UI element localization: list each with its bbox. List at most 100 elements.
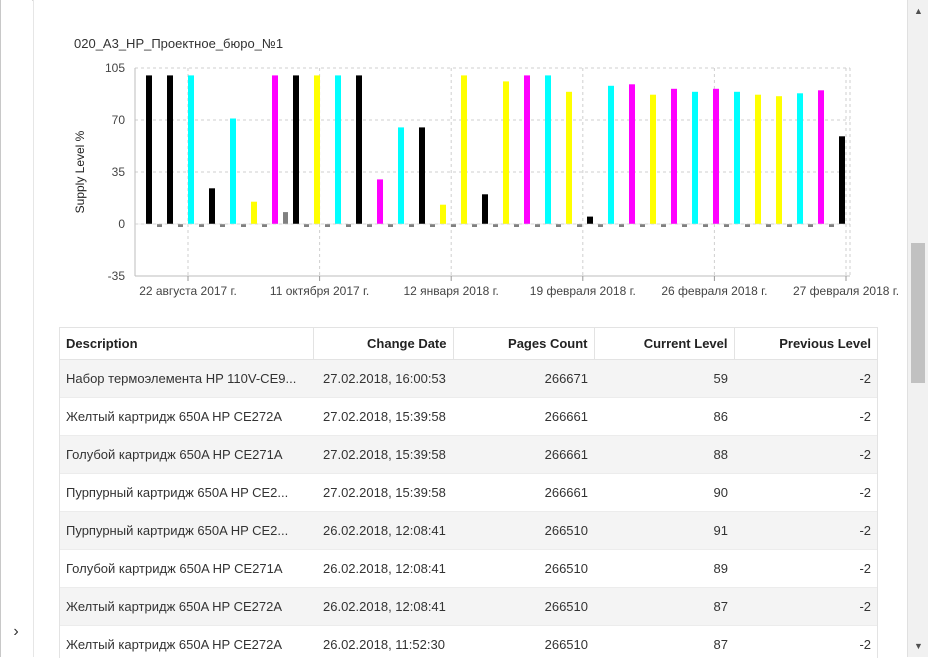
chart-bar-black xyxy=(482,194,488,224)
y-tick-label: 35 xyxy=(112,165,126,179)
cell-previous-level: -2 xyxy=(734,436,877,474)
chart-bar-gray xyxy=(262,224,267,227)
cell-pages-count: 266510 xyxy=(453,550,594,588)
vertical-scrollbar[interactable]: ▲ ▼ xyxy=(907,0,928,657)
chart-bar-cyan xyxy=(545,75,551,224)
chart-bar-gray xyxy=(703,224,708,227)
cell-change-date: 27.02.2018, 15:39:58 xyxy=(313,436,453,474)
column-header-current-level[interactable]: Current Level xyxy=(594,328,734,360)
arrow-down-icon[interactable]: ▼ xyxy=(908,637,928,655)
y-axis-label: Supply Level % xyxy=(73,130,87,213)
x-tick-label: 26 февраля 2018 г. xyxy=(661,284,767,298)
cell-current-level: 88 xyxy=(594,436,734,474)
cell-pages-count: 266661 xyxy=(453,436,594,474)
column-header-previous-level[interactable]: Previous Level xyxy=(734,328,877,360)
y-tick-label: 70 xyxy=(112,113,126,127)
chart-bar-black xyxy=(293,75,299,224)
cell-description: Голубой картридж 650A HP CE271A xyxy=(60,550,313,588)
cell-description: Пурпурный картридж 650A HP CE2... xyxy=(60,474,313,512)
x-tick-label: 22 августа 2017 г. xyxy=(139,284,237,298)
chart-bar-magenta xyxy=(377,179,383,224)
chart-bar-gray xyxy=(535,224,540,227)
chart-bar-cyan xyxy=(230,119,236,225)
chart-bar-yellow xyxy=(461,75,467,224)
cell-pages-count: 266510 xyxy=(453,626,594,658)
chart-bar-gray xyxy=(388,224,393,227)
x-tick-label: 27 февраля 2018 г. xyxy=(793,284,899,298)
chart-bar-gray xyxy=(682,224,687,227)
table-header-row: Description Change Date Pages Count Curr… xyxy=(60,328,877,360)
cell-description: Голубой картридж 650A HP CE271A xyxy=(60,436,313,474)
x-tick-label: 12 января 2018 г. xyxy=(404,284,499,298)
chart-bar-gray xyxy=(808,224,813,227)
chart-bar-gray xyxy=(409,224,414,227)
chart-bar-gray xyxy=(787,224,792,227)
chart-bar-gray xyxy=(661,224,666,227)
scrollbar-thumb[interactable] xyxy=(911,243,925,383)
chart-bar-gray xyxy=(199,224,204,227)
chart-bar-cyan xyxy=(398,127,404,224)
table-row[interactable]: Набор термоэлемента HP 110V-CE9...27.02.… xyxy=(60,360,877,398)
cell-current-level: 89 xyxy=(594,550,734,588)
cell-description: Желтый картридж 650A HP CE272A xyxy=(60,398,313,436)
cell-pages-count: 266661 xyxy=(453,474,594,512)
chart-bar-gray xyxy=(514,224,519,227)
chart-bar-black xyxy=(209,188,215,224)
column-header-change-date[interactable]: Change Date xyxy=(313,328,453,360)
cell-change-date: 26.02.2018, 12:08:41 xyxy=(313,550,453,588)
cell-current-level: 87 xyxy=(594,588,734,626)
chart-bar-magenta xyxy=(629,84,635,224)
cell-change-date: 27.02.2018, 15:39:58 xyxy=(313,474,453,512)
chart-bar-cyan xyxy=(692,92,698,224)
chart-bar-gray xyxy=(472,224,477,227)
chart-bar-black xyxy=(587,217,593,224)
chart-bar-gray xyxy=(304,224,309,227)
chart-bar-gray xyxy=(766,224,771,227)
chart-bar-cyan xyxy=(797,93,803,224)
cell-pages-count: 266510 xyxy=(453,512,594,550)
y-tick-label: 105 xyxy=(105,61,125,75)
supply-table: Description Change Date Pages Count Curr… xyxy=(59,327,878,658)
table-row[interactable]: Пурпурный картридж 650A HP CE2...26.02.2… xyxy=(60,512,877,550)
cell-previous-level: -2 xyxy=(734,588,877,626)
chart-bar-gray xyxy=(346,224,351,227)
cell-previous-level: -2 xyxy=(734,474,877,512)
chart-bar-magenta xyxy=(671,89,677,224)
cell-current-level: 91 xyxy=(594,512,734,550)
cell-description: Желтый картридж 650A HP CE272A xyxy=(60,626,313,658)
y-tick-label: 0 xyxy=(118,217,125,231)
cell-description: Пурпурный картридж 650A HP CE2... xyxy=(60,512,313,550)
chart-bar-cyan xyxy=(335,75,341,224)
chart-bar-gray xyxy=(367,224,372,227)
chart-bar-magenta xyxy=(818,90,824,224)
chart-bar-yellow xyxy=(251,202,257,224)
arrow-up-icon[interactable]: ▲ xyxy=(908,2,928,20)
chart-bar-gray xyxy=(241,224,246,227)
chart-bar-magenta xyxy=(272,75,278,224)
cell-previous-level: -2 xyxy=(734,360,877,398)
chart-bar-gray xyxy=(430,224,435,227)
chart-bar-cyan xyxy=(188,75,194,224)
chart-bar-gray xyxy=(451,224,456,227)
x-tick-label: 11 октября 2017 г. xyxy=(270,284,369,298)
left-gutter xyxy=(0,0,32,657)
cell-previous-level: -2 xyxy=(734,626,877,658)
chevron-right-icon[interactable]: › xyxy=(8,622,24,642)
cell-pages-count: 266510 xyxy=(453,588,594,626)
chart-bar-gray xyxy=(619,224,624,227)
cell-previous-level: -2 xyxy=(734,550,877,588)
table-row[interactable]: Пурпурный картридж 650A HP CE2...27.02.2… xyxy=(60,474,877,512)
x-tick-label: 19 февраля 2018 г. xyxy=(530,284,636,298)
column-header-description[interactable]: Description xyxy=(60,328,313,360)
column-header-pages-count[interactable]: Pages Count xyxy=(453,328,594,360)
cell-description: Желтый картридж 650A HP CE272A xyxy=(60,588,313,626)
chart-bar-yellow xyxy=(440,205,446,224)
chart-bar-gray xyxy=(220,224,225,227)
chart-bar-yellow xyxy=(650,95,656,224)
